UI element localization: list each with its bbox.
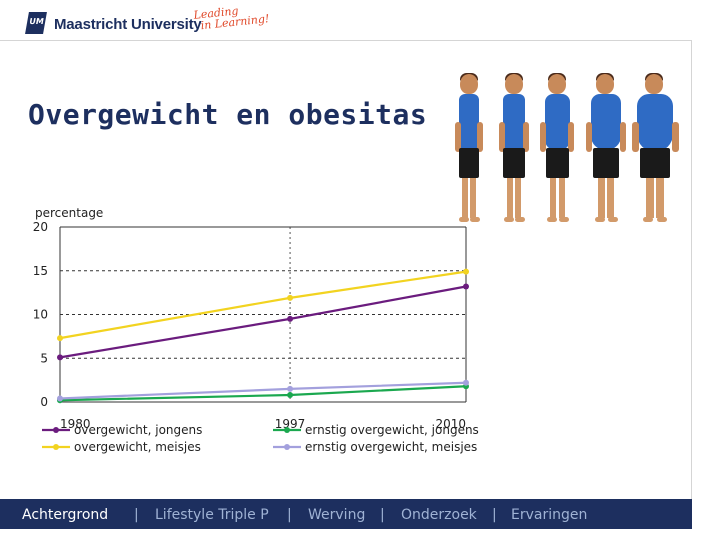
header-divider — [0, 40, 692, 41]
university-logo-icon[interactable]: UM — [25, 12, 47, 34]
nav-separator: | — [287, 507, 292, 523]
x-tick-label: 2010 — [435, 417, 466, 431]
nav-item-ervaringen[interactable]: Ervaringen — [511, 507, 588, 523]
university-name[interactable]: Maastricht University — [54, 16, 202, 33]
chart-legend: overgewicht, jongens ernstig overgewicht,… — [42, 423, 479, 454]
nav-item-lifestyle-triple-p[interactable]: Lifestyle Triple P — [155, 507, 269, 523]
legend-label: ernstig overgewicht, jongens — [305, 423, 479, 437]
series-line — [59, 270, 467, 340]
nav-item-werving[interactable]: Werving — [308, 507, 366, 523]
boy-figure-4 — [586, 73, 626, 224]
boy-figure-1 — [455, 73, 483, 224]
legend-marker — [53, 444, 59, 450]
nav-item-onderzoek[interactable]: Onderzoek — [401, 507, 477, 523]
data-point — [463, 283, 469, 290]
header: UM Maastricht University Leading in Lear… — [0, 0, 720, 40]
x-tick-label: 1997 — [275, 417, 306, 431]
x-tick-label: 1980 — [60, 417, 91, 431]
legend-marker — [284, 427, 290, 433]
slogan: Leading in Learning! — [193, 2, 270, 32]
data-point — [287, 315, 294, 322]
data-point — [287, 294, 294, 301]
nav-separator: | — [134, 507, 139, 523]
legend-label: overgewicht, jongens — [74, 423, 202, 437]
y-tick-label: 5 — [40, 351, 48, 365]
legend-label: ernstig overgewicht, meisjes — [305, 440, 477, 454]
series-line — [59, 285, 467, 359]
boys-illustration — [455, 70, 680, 230]
data-point — [463, 379, 469, 386]
nav-separator: | — [492, 507, 497, 523]
boy-figure-2 — [499, 73, 529, 224]
y-tick-label: 10 — [33, 308, 48, 322]
nav-separator: | — [380, 507, 385, 523]
nav-bar — [0, 499, 692, 529]
y-tick-label: 0 — [40, 395, 48, 409]
legend-marker — [53, 427, 59, 433]
nav-item-achtergrond[interactable]: Achtergrond — [22, 507, 109, 523]
logo-mark-text: UM — [28, 17, 45, 26]
slide-title: Overgewicht en obesitas — [28, 98, 428, 131]
boy-figure-5 — [632, 73, 679, 224]
data-point — [287, 385, 294, 392]
data-point — [287, 392, 294, 398]
data-point — [57, 354, 63, 361]
y-tick-label: 15 — [33, 264, 48, 278]
data-point — [57, 335, 63, 342]
legend-label: overgewicht, meisjes — [74, 440, 201, 454]
y-axis-label: percentage — [35, 206, 103, 220]
y-tick-label: 20 — [33, 220, 48, 234]
nav-bar-tail — [692, 499, 720, 529]
legend-marker — [284, 444, 290, 450]
data-point — [57, 395, 63, 402]
data-point — [463, 268, 469, 275]
boy-figure-3 — [540, 73, 574, 224]
chart-grid — [60, 226, 466, 402]
chart-series — [57, 268, 469, 404]
series-line — [59, 385, 467, 402]
right-border — [691, 40, 692, 500]
